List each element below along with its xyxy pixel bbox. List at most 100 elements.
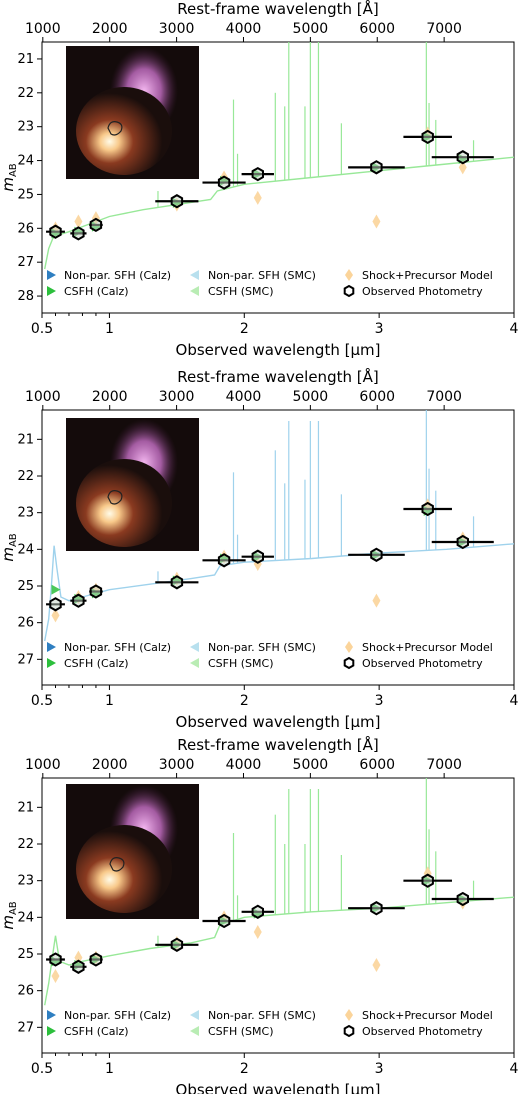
y-tick-label: 25 xyxy=(17,187,34,202)
photometry-point xyxy=(251,166,264,182)
legend-label: Non-par. SFH (Calz) xyxy=(64,641,171,654)
x-tick-label: 3 xyxy=(375,321,384,337)
legend-marker xyxy=(343,1024,355,1038)
shock-model-point xyxy=(74,214,83,229)
y-tick-label: 26 xyxy=(17,616,34,631)
y-tick-label: 22 xyxy=(17,469,34,484)
legend-item: CSFH (Calz) xyxy=(47,285,129,298)
legend-label: Non-par. SFH (Calz) xyxy=(64,1009,171,1022)
legend-label: Non-par. SFH (SMC) xyxy=(208,641,316,654)
region-contour xyxy=(107,121,123,136)
legend-item: Non-par. SFH (Calz) xyxy=(47,269,171,282)
x2-tick-label: 3000 xyxy=(159,757,195,773)
legend-label: Shock+Precursor Model xyxy=(362,269,493,282)
legend-marker xyxy=(345,1009,353,1021)
photometry-point xyxy=(49,597,62,612)
y-tick-label: 23 xyxy=(17,506,34,521)
photometry-point xyxy=(421,501,434,517)
legend-item: Non-par. SFH (Calz) xyxy=(47,641,171,654)
cutout-core-emission xyxy=(76,87,172,175)
galaxy-cutout-image xyxy=(66,418,199,551)
legend-marker xyxy=(190,1010,199,1020)
photometry-point xyxy=(421,129,434,145)
y-tick-label: 24 xyxy=(17,154,34,169)
x2-tick-label: 5000 xyxy=(293,21,329,37)
photometry-point xyxy=(72,226,85,241)
legend-label: Shock+Precursor Model xyxy=(362,641,493,654)
galaxy-cutout-image xyxy=(66,784,199,919)
photometry-point xyxy=(251,549,264,564)
x2-tick-label: 6000 xyxy=(359,757,395,773)
legend-item: Non-par. SFH (SMC) xyxy=(190,269,316,282)
legend-label: CSFH (Calz) xyxy=(64,1025,129,1038)
x-tick-label: 4 xyxy=(510,693,519,709)
shock-model-point xyxy=(51,608,60,623)
y-tick-label: 27 xyxy=(17,1020,34,1035)
photometry-point xyxy=(370,547,383,562)
legend-item: CSFH (Calz) xyxy=(47,1025,129,1038)
x2-tick-label: 7000 xyxy=(426,757,462,773)
photometry-point xyxy=(72,959,85,974)
x2-tick-label: 4000 xyxy=(226,389,262,405)
legend-item: CSFH (SMC) xyxy=(190,1025,274,1038)
x2-tick-label: 5000 xyxy=(293,757,329,773)
legend-marker xyxy=(345,641,353,653)
y-tick-label: 24 xyxy=(17,542,34,557)
model-spectrum xyxy=(44,778,515,1006)
model-spectrum xyxy=(44,410,515,642)
photometry-point xyxy=(370,901,383,916)
legend-label: CSFH (SMC) xyxy=(208,1025,274,1038)
x2-tick-label: 1000 xyxy=(25,389,61,405)
legend-label: Non-par. SFH (Calz) xyxy=(64,269,171,282)
y-tick-label: 25 xyxy=(17,947,34,962)
x2-tick-label: 3000 xyxy=(159,389,195,405)
legend-marker xyxy=(47,658,56,668)
legend-marker xyxy=(190,642,199,652)
legend-label: Observed Photometry xyxy=(362,657,483,670)
x-tick-label: 1 xyxy=(105,693,114,709)
photometry-point xyxy=(456,891,469,907)
x2-tick-label: 7000 xyxy=(426,21,462,37)
legend-item: Non-par. SFH (Calz) xyxy=(47,1009,171,1022)
y-tick-label: 27 xyxy=(17,255,34,270)
legend-label: CSFH (Calz) xyxy=(64,657,129,670)
photometry-point xyxy=(49,224,62,239)
legend-marker xyxy=(343,284,355,298)
y-tick-label: 25 xyxy=(17,579,34,594)
legend-item: Shock+Precursor Model xyxy=(345,269,493,282)
x-tick-label: 2 xyxy=(240,321,249,337)
legend-item: CSFH (SMC) xyxy=(190,285,274,298)
y-tick-label: 28 xyxy=(17,289,34,304)
x-tick-label: 4 xyxy=(510,1061,519,1077)
x-tick-label: 1 xyxy=(105,321,114,337)
legend-marker xyxy=(190,270,199,280)
x-tick-label: 3 xyxy=(375,693,384,709)
x2-axis-label: Rest-frame wavelength [Å] xyxy=(177,367,378,386)
x-tick-label: 2 xyxy=(240,1061,249,1077)
shock-model-point xyxy=(253,925,262,939)
cutout-core-emission xyxy=(76,459,172,547)
region-contour xyxy=(109,857,125,872)
photometry-point xyxy=(89,584,103,599)
cutout-core-emission xyxy=(76,825,172,913)
photometry-point xyxy=(89,952,103,967)
legend-label: CSFH (SMC) xyxy=(208,657,274,670)
photometry-point xyxy=(421,873,434,888)
y-tick-label: 21 xyxy=(17,432,34,447)
y-tick-label: 23 xyxy=(17,120,34,135)
legend-label: Shock+Precursor Model xyxy=(362,1009,493,1022)
x2-tick-label: 3000 xyxy=(159,21,195,37)
photometry-point xyxy=(170,575,184,590)
x-tick-label: 2 xyxy=(240,693,249,709)
legend-marker xyxy=(190,1026,199,1036)
x-tick-label: 1 xyxy=(105,1061,114,1077)
shock-model-point xyxy=(253,190,262,205)
x-tick-label: 0.5 xyxy=(31,321,53,337)
x2-axis-label: Rest-frame wavelength [Å] xyxy=(177,0,378,18)
y-axis-label: mAB xyxy=(0,163,19,191)
shock-model-point xyxy=(372,958,381,972)
photometry-point xyxy=(456,150,469,165)
